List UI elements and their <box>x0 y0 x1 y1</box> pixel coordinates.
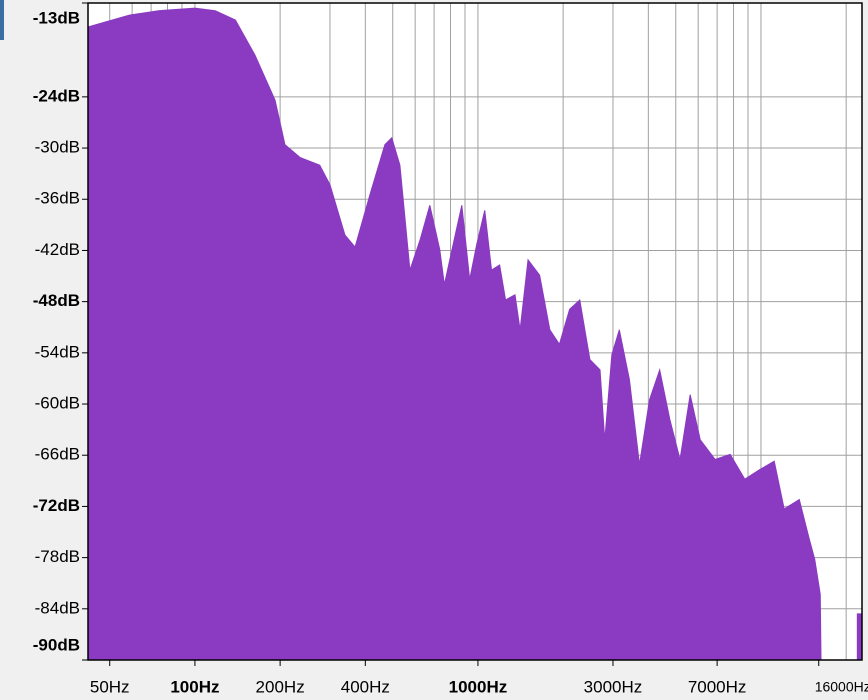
y-tick-label: -66dB <box>35 445 80 464</box>
x-tick-label: 400Hz <box>341 677 390 696</box>
x-tick-label: 50Hz <box>90 677 130 696</box>
y-tick-label: -42dB <box>35 240 80 259</box>
y-tick-label: -54dB <box>35 342 80 361</box>
y-tick-label: -78dB <box>35 547 80 566</box>
y-tick-label: -72dB <box>33 496 80 515</box>
y-tick-label: -24dB <box>33 86 80 105</box>
window-edge <box>0 0 4 40</box>
y-tick-label: -84dB <box>35 598 80 617</box>
plot-border <box>87 2 863 661</box>
x-tick-label: 16000Hz <box>815 679 868 695</box>
y-tick-label: -36dB <box>35 189 80 208</box>
y-tick-label: -90dB <box>33 635 80 654</box>
y-tick-label: -30dB <box>35 138 80 157</box>
y-tick-label: -48dB <box>33 291 80 310</box>
x-tick-label: 3000Hz <box>584 677 643 696</box>
y-tick-label: -60dB <box>35 394 80 413</box>
x-tick-label: 200Hz <box>256 677 305 696</box>
x-tick-label: 7000Hz <box>688 677 747 696</box>
y-tick-label: -13dB <box>33 8 80 27</box>
x-tick-label: 1000Hz <box>449 677 508 696</box>
x-tick-label: 100Hz <box>170 677 219 696</box>
